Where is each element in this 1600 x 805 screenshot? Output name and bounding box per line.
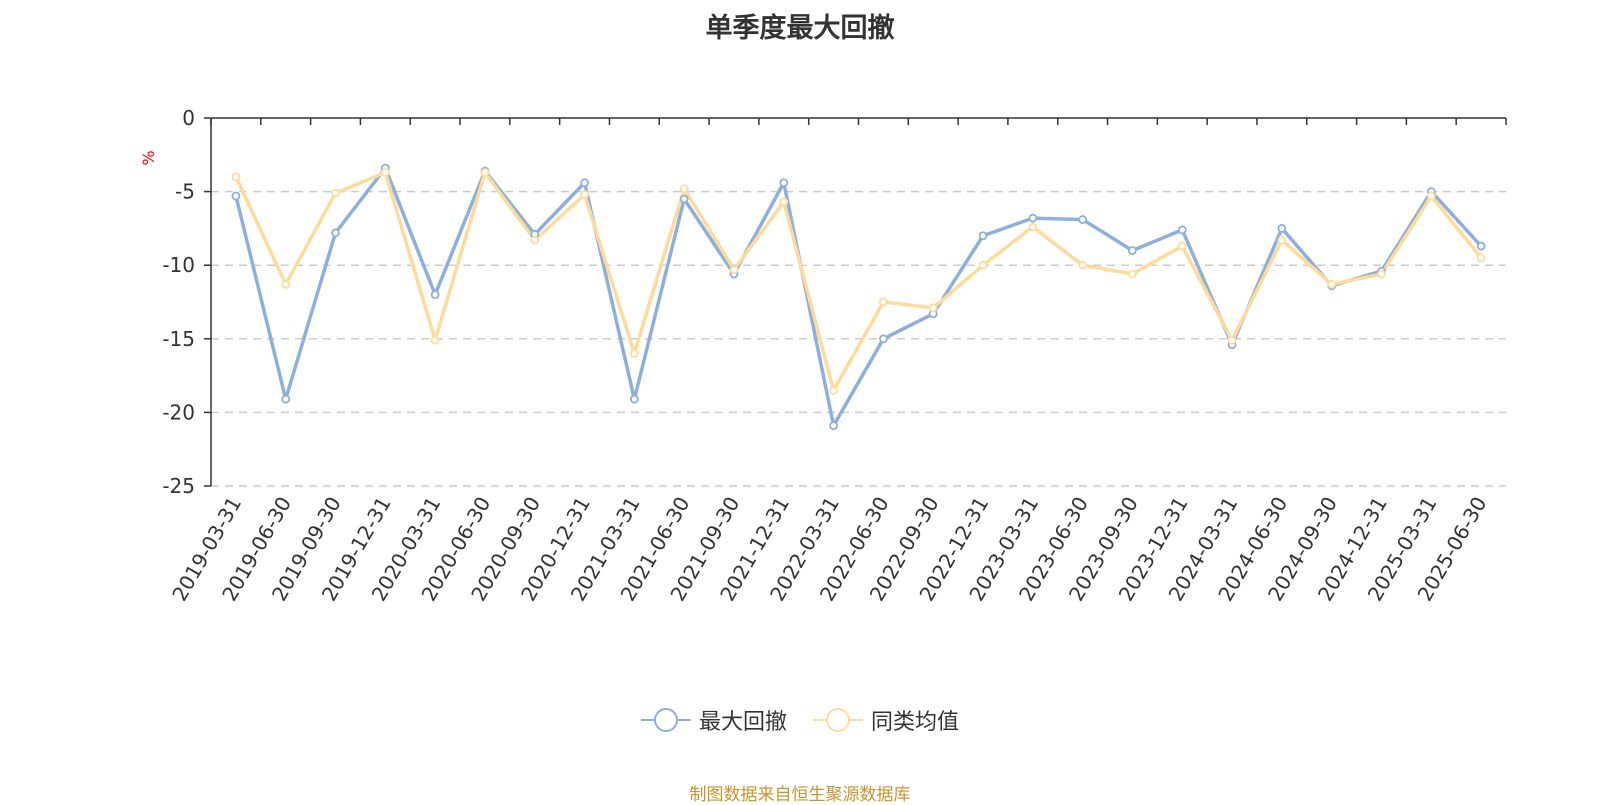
data-point bbox=[231, 172, 241, 182]
y-axis-label: % bbox=[139, 150, 158, 165]
data-point bbox=[978, 260, 988, 270]
y-tick-label: -10 bbox=[162, 253, 195, 277]
data-point bbox=[779, 178, 789, 188]
data-point bbox=[1377, 269, 1386, 279]
data-point bbox=[978, 231, 988, 241]
data-point bbox=[331, 228, 340, 238]
data-point bbox=[281, 279, 291, 289]
data-point bbox=[1227, 335, 1237, 345]
y-tick-label: -25 bbox=[162, 474, 195, 498]
data-point bbox=[879, 297, 888, 307]
y-tick-label: 0 bbox=[182, 106, 195, 130]
legend-label-peer-average: 同类均值 bbox=[871, 710, 960, 735]
data-point bbox=[629, 394, 639, 404]
chart-plot: 0-5-10-15-20-25%2019-03-312019-06-302019… bbox=[139, 106, 1507, 605]
y-tick-label: -15 bbox=[162, 327, 195, 351]
legend-label-drawdown: 最大回撤 bbox=[698, 710, 787, 735]
series-line-1 bbox=[234, 170, 1483, 393]
data-point bbox=[679, 194, 689, 204]
legend: 最大回撤 同类均值 bbox=[0, 704, 1600, 736]
data-point bbox=[331, 188, 340, 198]
legend-item-peer-average[interactable]: 同类均值 bbox=[813, 704, 959, 736]
data-point bbox=[580, 178, 589, 188]
data-point bbox=[430, 335, 440, 345]
data-point bbox=[231, 191, 241, 201]
data-point bbox=[1426, 191, 1436, 201]
data-point bbox=[430, 290, 440, 300]
data-point bbox=[1078, 215, 1088, 224]
data-point bbox=[829, 385, 838, 395]
chart-title: 单季度最大回撤 bbox=[705, 13, 895, 44]
data-point bbox=[480, 168, 490, 177]
legend-marker-drawdown bbox=[640, 708, 691, 732]
data-point bbox=[1327, 279, 1337, 289]
data-point bbox=[380, 168, 390, 177]
series-lines bbox=[231, 163, 1486, 431]
data-point bbox=[1177, 225, 1187, 235]
data-point bbox=[1078, 260, 1088, 270]
data-point bbox=[1277, 223, 1287, 233]
data-point bbox=[729, 265, 739, 275]
series-line-0 bbox=[234, 166, 1483, 428]
data-point bbox=[1277, 235, 1287, 245]
data-point bbox=[829, 421, 838, 431]
data-point bbox=[679, 184, 689, 194]
data-point bbox=[530, 235, 540, 245]
data-point bbox=[1028, 213, 1038, 223]
data-point bbox=[879, 334, 888, 344]
data-point bbox=[629, 349, 639, 358]
data-point bbox=[779, 197, 789, 207]
data-point bbox=[1128, 269, 1137, 279]
data-point bbox=[580, 190, 589, 199]
axes: 0-5-10-15-20-25%2019-03-312019-06-302019… bbox=[139, 106, 1507, 605]
data-point bbox=[281, 394, 291, 404]
data-point bbox=[1177, 241, 1187, 251]
y-tick-label: -5 bbox=[175, 180, 195, 204]
legend-marker-peer-average bbox=[813, 708, 863, 732]
source-note: 制图数据来自恒生聚源数据库 bbox=[689, 785, 911, 805]
data-point bbox=[1128, 246, 1137, 255]
legend-item-drawdown[interactable]: 最大回撤 bbox=[640, 704, 787, 736]
data-point bbox=[928, 303, 938, 313]
data-point bbox=[1476, 241, 1486, 251]
y-tick-label: -20 bbox=[162, 400, 195, 424]
data-point bbox=[1476, 253, 1486, 263]
grid-lines bbox=[211, 190, 1506, 487]
data-point bbox=[1028, 222, 1038, 232]
